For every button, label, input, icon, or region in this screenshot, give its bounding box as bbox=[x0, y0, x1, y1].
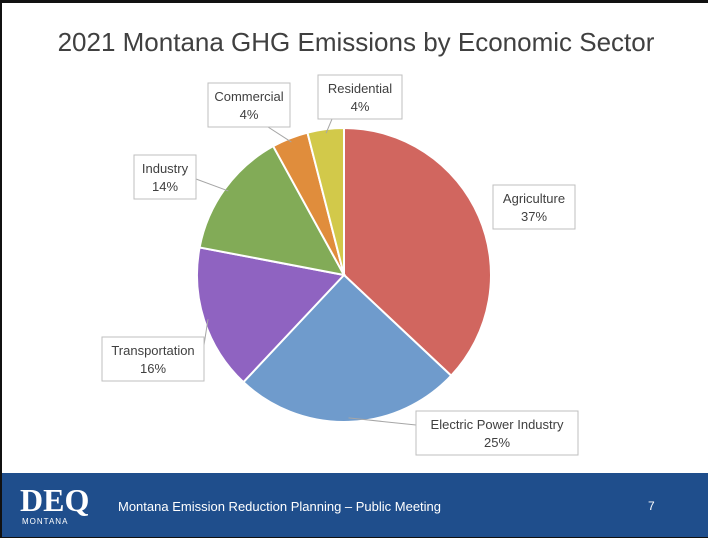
data-label-category-transportation: Transportation bbox=[111, 343, 194, 358]
pie-slice-residential bbox=[306, 126, 345, 276]
data-label-box-agriculture bbox=[492, 184, 576, 230]
data-label-category-residential: Residential bbox=[328, 81, 392, 96]
footer-bar bbox=[2, 473, 708, 537]
leader-line-electric-power-industry bbox=[348, 417, 417, 426]
logo-subtext: MONTANA bbox=[22, 517, 69, 526]
data-label-category-industry: Industry bbox=[142, 161, 189, 176]
page-number: 7 bbox=[648, 499, 655, 513]
leader-line-industry bbox=[195, 178, 229, 192]
pie-slice-industry bbox=[198, 144, 346, 277]
data-label-value-residential: 4% bbox=[351, 99, 370, 114]
pie-chart: Agriculture 37% Electric Power Industry 25%… bbox=[101, 74, 579, 456]
data-label-category-electric-power-industry: Electric Power Industry bbox=[431, 417, 564, 432]
data-label-value-transportation: 16% bbox=[140, 361, 166, 376]
data-label-value-agriculture: 37% bbox=[521, 209, 547, 224]
data-label-category-commercial: Commercial bbox=[214, 89, 283, 104]
leader-line-commercial bbox=[267, 126, 292, 143]
data-label-value-electric-power-industry: 25% bbox=[484, 435, 510, 450]
data-label-value-commercial: 4% bbox=[240, 107, 259, 122]
data-label-box-residential bbox=[317, 74, 403, 120]
chart-title: 2021 Montana GHG Emissions by Economic S… bbox=[57, 27, 655, 57]
pie-slice-transportation bbox=[196, 246, 346, 384]
leader-line-transportation bbox=[203, 319, 209, 346]
leader-line-residential bbox=[325, 118, 333, 134]
data-label-box-electric-power-industry bbox=[415, 410, 579, 456]
deq-logo: DEQ MONTANA bbox=[20, 483, 108, 529]
data-label-value-industry: 14% bbox=[152, 179, 178, 194]
data-label-box-transportation bbox=[101, 336, 205, 382]
pie-slice-agriculture bbox=[343, 126, 493, 378]
data-label-category-agriculture: Agriculture bbox=[503, 191, 565, 206]
data-label-box-industry bbox=[133, 154, 197, 200]
pie-slice-electric-power-industry bbox=[241, 273, 453, 424]
logo-text: DEQ bbox=[20, 482, 90, 518]
data-label-box-commercial bbox=[207, 82, 291, 128]
footer-caption: Montana Emission Reduction Planning – Pu… bbox=[118, 499, 442, 514]
